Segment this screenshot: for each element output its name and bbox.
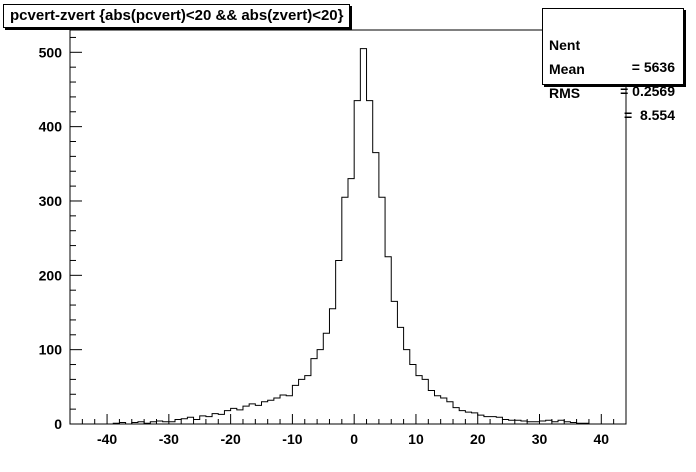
- histogram-bin: [546, 420, 552, 424]
- stat-row-mean: Mean = 0.2569: [549, 36, 679, 99]
- histogram-bin: [317, 350, 323, 424]
- stat-value-entries: = 5636: [631, 59, 675, 75]
- x-tick-label: 40: [593, 431, 609, 447]
- histogram-bin: [323, 333, 329, 424]
- histogram-bin: [299, 379, 305, 424]
- stat-row-entries: Nent = 5636: [549, 12, 679, 75]
- histogram-bin: [385, 257, 391, 424]
- histogram-bin: [441, 398, 447, 424]
- histogram-bin: [286, 396, 292, 424]
- y-tick-label: 200: [39, 267, 63, 283]
- histogram-bin: [218, 414, 224, 424]
- y-tick-labels: 0 100 200 300 400 500: [39, 44, 63, 432]
- chart-title: pcvert-zvert {abs(pcvert)<20 && abs(zver…: [3, 4, 351, 28]
- histogram-bin: [231, 408, 237, 424]
- histogram-bin: [262, 402, 268, 424]
- histogram-bin: [447, 402, 453, 424]
- histogram-bin: [515, 420, 521, 424]
- histogram-bin: [434, 396, 440, 424]
- histogram-bin: [558, 420, 564, 424]
- histogram-bins: [113, 49, 589, 424]
- y-tick-label: 300: [39, 193, 63, 209]
- y-tick-label: 500: [39, 44, 63, 60]
- histogram-bin: [194, 420, 200, 424]
- x-tick-label: 10: [408, 431, 424, 447]
- major-ticks: [70, 51, 602, 425]
- histogram-bin: [200, 416, 206, 424]
- histogram-bin: [206, 417, 212, 424]
- stat-label-entries: Nent: [549, 37, 581, 53]
- histogram-bin: [268, 400, 274, 424]
- minor-ticks: [69, 36, 627, 424]
- plot-frame-rect: [69, 29, 627, 425]
- x-tick-label: -30: [159, 431, 179, 447]
- y-tick-label: 0: [54, 416, 62, 432]
- histogram-bin: [175, 420, 181, 424]
- histogram-bin: [502, 420, 508, 424]
- x-tick-label: 30: [532, 431, 548, 447]
- x-tick-label: -20: [221, 431, 241, 447]
- histogram-bin: [428, 391, 434, 424]
- plot-frame: [69, 29, 627, 425]
- chart-title-text: pcvert-zvert {abs(pcvert)<20 && abs(zver…: [10, 7, 344, 24]
- histogram-bin: [348, 179, 354, 424]
- histogram-bin: [274, 398, 280, 424]
- stat-value-rms: = 8.554: [624, 107, 675, 123]
- histogram-bin: [410, 365, 416, 424]
- histogram-bin: [305, 376, 311, 424]
- histogram-bin: [459, 411, 465, 424]
- histogram-bin: [342, 197, 348, 424]
- histogram-bin: [212, 414, 218, 424]
- histogram-bin: [472, 413, 478, 424]
- histogram-bin: [329, 309, 335, 424]
- histogram-bin: [509, 420, 515, 424]
- histogram-bin: [354, 101, 360, 424]
- histogram-bin: [255, 405, 261, 424]
- histogram-bin: [484, 417, 490, 424]
- histogram-bin: [404, 350, 410, 424]
- stat-row-rms: RMS = 8.554: [549, 60, 679, 123]
- x-tick-label: -10: [282, 431, 302, 447]
- histogram-bin: [367, 101, 373, 424]
- histogram-bin: [336, 260, 342, 424]
- x-tick-label: 0: [350, 431, 358, 447]
- histogram-bin: [292, 385, 298, 424]
- histogram-bin: [391, 301, 397, 424]
- histogram-bin: [397, 327, 403, 424]
- histogram-bin: [249, 404, 255, 424]
- x-tick-label: 20: [470, 431, 486, 447]
- x-tick-label: -40: [97, 431, 117, 447]
- stat-label-mean: Mean: [549, 61, 585, 77]
- histogram-outline: [70, 48, 626, 425]
- stats-box: Nent = 5636 Mean = 0.2569 RMS = 8.554: [542, 8, 684, 123]
- histogram-bin: [465, 412, 471, 424]
- histogram-bin: [490, 417, 496, 424]
- histogram-bin: [181, 419, 187, 424]
- y-tick-label: 100: [39, 342, 63, 358]
- histogram-bin: [311, 359, 317, 424]
- histogram-bin: [243, 406, 249, 424]
- histogram-bin: [187, 417, 193, 424]
- histogram-bin: [496, 417, 502, 424]
- histogram-bin: [237, 410, 243, 424]
- stat-value-mean: = 0.2569: [620, 83, 675, 99]
- histogram-bin: [422, 379, 428, 424]
- x-tick-labels: -40 -30 -20 -10 0 10 20 30 40: [97, 431, 609, 447]
- stat-label-rms: RMS: [549, 85, 581, 101]
- histogram-bin: [224, 411, 230, 424]
- histogram-bin: [373, 153, 379, 424]
- histogram-bin: [280, 395, 286, 424]
- histogram-bin: [360, 49, 366, 424]
- histogram-bin: [478, 415, 484, 424]
- histogram-bin: [416, 376, 422, 424]
- histogram-bin: [379, 197, 385, 424]
- y-tick-label: 400: [39, 119, 63, 135]
- histogram-bin: [453, 408, 459, 424]
